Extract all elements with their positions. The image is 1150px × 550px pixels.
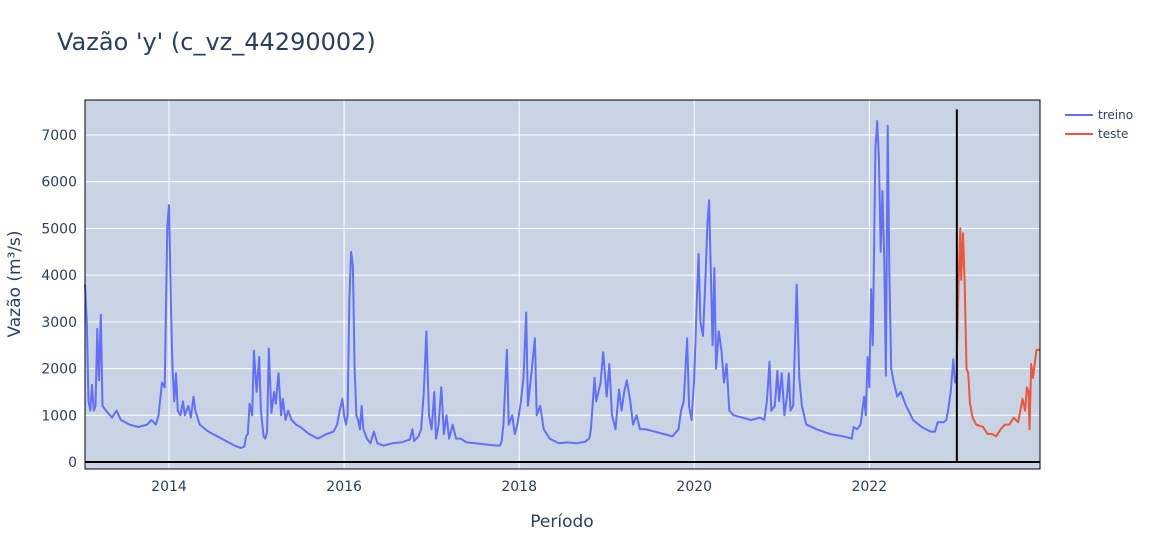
series-layer (84, 120, 1040, 449)
y-tick-label: 4000 (41, 268, 77, 284)
series-line-treino (84, 120, 958, 449)
x-tick-label: 2016 (326, 479, 362, 495)
y-gridlines (85, 134, 1040, 463)
x-tick-label: 2014 (151, 479, 187, 495)
x-tick-label: 2022 (851, 479, 887, 495)
x-tick-label: 2018 (501, 479, 537, 495)
y-tick-labels: 0 1000 2000 3000 4000 5000 6000 7000 (41, 128, 77, 471)
legend-label-treino: treino (1098, 108, 1133, 122)
y-tick-label: 5000 (41, 221, 77, 237)
y-tick-label: 1000 (41, 408, 77, 424)
legend-item-treino[interactable]: treino (1065, 108, 1133, 122)
legend-label-teste: teste (1098, 127, 1128, 141)
y-axis-title: Vazão (m³/s) (5, 230, 25, 337)
x-axis-title: Período (530, 512, 593, 532)
x-tick-label: 2020 (676, 479, 712, 495)
legend-item-teste[interactable]: teste (1065, 127, 1128, 141)
x-tick-labels: 2014 2016 2018 2020 2022 (151, 479, 887, 495)
legend: treino teste (1065, 108, 1133, 141)
y-tick-label: 2000 (41, 362, 77, 378)
plot-area (85, 100, 1040, 469)
plot-frame (84, 99, 1041, 470)
y-tick-label: 3000 (41, 315, 77, 331)
series-line-teste (955, 227, 1040, 438)
chart-title: Vazão 'y' (c_vz_44290002) (57, 28, 376, 56)
y-tick-label: 0 (68, 455, 77, 471)
y-tick-label: 7000 (41, 128, 77, 144)
y-tick-label: 6000 (41, 175, 77, 191)
